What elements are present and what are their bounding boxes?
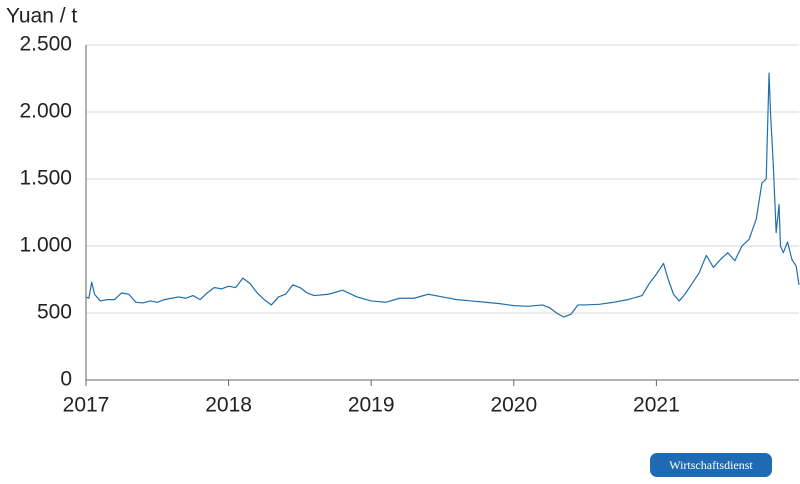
y-tick-label: 1.500 (19, 167, 72, 190)
x-tick-label: 2017 (63, 394, 110, 417)
y-tick-label: 0 (60, 368, 72, 391)
y-tick-label: 1.000 (19, 234, 72, 257)
y-axis-title: Yuan / t (6, 5, 77, 28)
badge: Wirtschaftsdienst (669, 458, 753, 472)
x-tick-label: 2020 (490, 394, 537, 417)
x-tick-label: 2018 (205, 394, 252, 417)
x-tick-label: 2021 (633, 394, 680, 417)
price-line (85, 72, 800, 318)
badge-bg (650, 453, 772, 477)
y-tick-label: 2.500 (19, 33, 72, 56)
y-tick-label: 2.000 (19, 100, 72, 123)
y-tick-label: 500 (37, 301, 72, 324)
x-tick-label: 2019 (348, 394, 395, 417)
